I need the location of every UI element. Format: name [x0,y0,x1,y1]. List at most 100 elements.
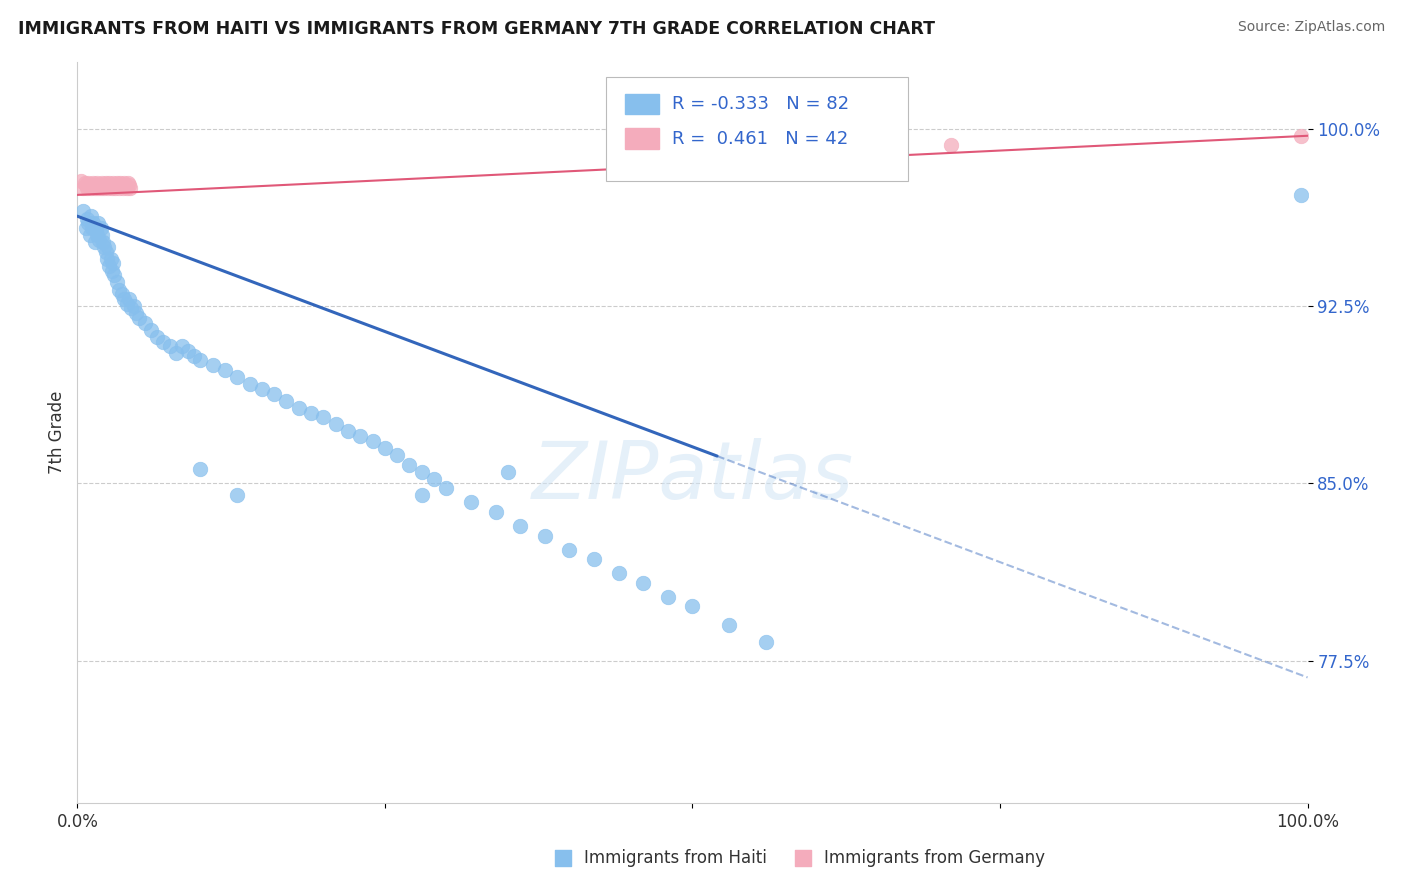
Point [108,283,131,297]
Point [98,259,121,273]
Point [75,221,97,235]
Point [89,178,111,193]
Point [101,176,124,190]
Point [97,181,120,195]
Point [101,181,124,195]
Point [1291,187,1313,202]
Point [460,495,482,509]
Point [349,429,371,443]
Point [100,252,122,266]
Point [101,263,124,277]
Point [165,346,187,360]
Point [90,181,112,195]
Point [72,181,94,195]
Point [374,441,396,455]
Point [263,386,285,401]
Point [939,138,962,153]
Point [125,306,148,320]
Point [111,181,134,195]
Point [122,299,145,313]
Point [226,370,249,384]
Point [117,176,139,190]
Point [312,410,335,425]
Point [141,323,163,337]
Point [72,204,94,219]
Point [239,377,262,392]
Point [226,488,249,502]
Point [96,178,118,193]
Point [89,233,111,247]
Text: IMMIGRANTS FROM HAITI VS IMMIGRANTS FROM GERMANY 7TH GRADE CORRELATION CHART: IMMIGRANTS FROM HAITI VS IMMIGRANTS FROM… [18,20,935,37]
Point [201,358,224,372]
FancyBboxPatch shape [624,94,659,114]
Point [93,181,115,195]
Point [657,590,679,604]
Point [115,181,138,195]
Point [159,339,181,353]
Point [633,575,655,590]
Point [82,178,104,193]
Y-axis label: 7th Grade: 7th Grade [48,391,66,475]
Point [411,465,433,479]
Point [112,176,135,190]
Point [105,276,128,290]
Point [77,216,100,230]
Point [93,240,115,254]
Point [177,344,200,359]
Point [436,481,458,495]
Point [84,178,107,193]
Point [121,301,143,316]
Point [91,235,114,250]
Point [97,240,120,254]
Point [682,599,704,614]
Point [76,211,98,226]
Point [105,176,128,190]
Point [288,401,311,415]
Point [183,349,205,363]
Point [86,176,108,190]
Point [115,296,138,310]
Point [70,174,93,188]
FancyBboxPatch shape [606,78,908,181]
Point [111,178,132,193]
Point [80,181,103,195]
Point [96,252,118,266]
Text: ZIPatlas: ZIPatlas [531,438,853,516]
Point [100,178,122,193]
Point [82,176,104,190]
Point [583,552,606,566]
Point [534,528,557,542]
Point [128,310,150,325]
Point [276,393,298,408]
Point [107,178,129,193]
Point [214,363,236,377]
Point [73,176,96,190]
Point [718,618,741,632]
Point [188,462,212,476]
Point [299,405,322,419]
Point [385,448,409,462]
Point [80,209,103,223]
Point [86,228,108,243]
Point [84,223,107,237]
Point [76,181,98,195]
Point [90,221,112,235]
Point [558,542,581,557]
Point [496,465,519,479]
Point [103,268,125,283]
Point [83,235,105,250]
Point [79,178,101,193]
Point [77,176,100,190]
Text: R = -0.333   N = 82: R = -0.333 N = 82 [672,95,849,113]
Point [90,228,114,243]
FancyBboxPatch shape [624,128,659,149]
Point [108,181,131,195]
Point [411,488,433,502]
Point [1291,128,1313,143]
Point [82,216,104,230]
Point [170,339,193,353]
Point [111,287,132,301]
Point [79,228,101,243]
Point [337,425,360,439]
Point [104,181,127,195]
